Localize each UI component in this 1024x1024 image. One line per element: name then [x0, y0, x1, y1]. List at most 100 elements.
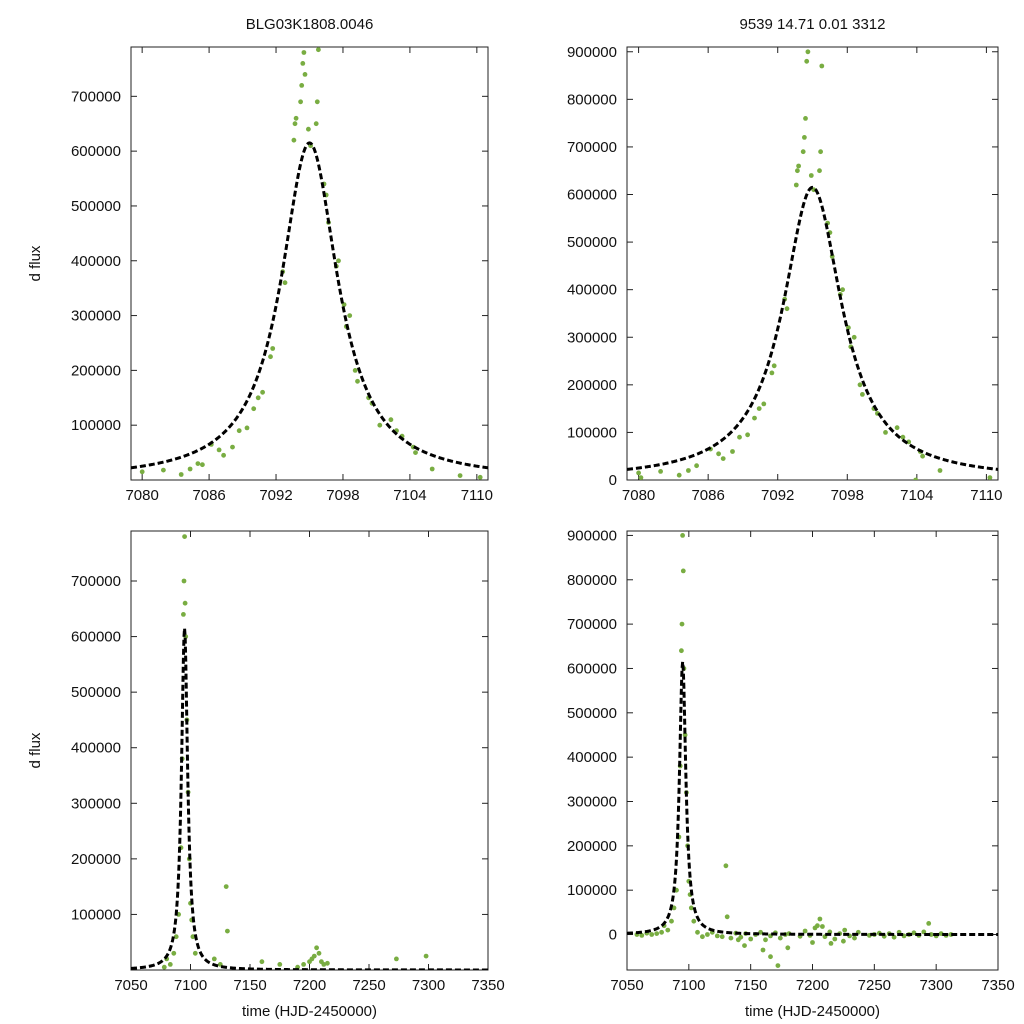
series-observations	[636, 49, 993, 480]
x-tick-label: 7100	[174, 977, 207, 994]
x-tick-label: 7300	[919, 977, 952, 994]
data-point	[477, 474, 483, 480]
data-point	[302, 72, 308, 77]
data-point	[846, 325, 851, 331]
data-point	[211, 956, 217, 962]
data-point	[255, 395, 261, 401]
data-point	[761, 401, 767, 407]
data-point	[723, 863, 729, 869]
series-observations	[634, 533, 954, 968]
data-point	[771, 363, 777, 369]
y-tick-label: 500000	[71, 684, 121, 701]
data-point	[388, 417, 394, 423]
data-point	[161, 964, 167, 970]
data-point	[700, 934, 705, 940]
y-tick-label: 400000	[567, 749, 617, 766]
data-point	[394, 956, 399, 962]
x-tick-label: 7092	[761, 487, 794, 504]
y-tick-label: 900000	[567, 527, 617, 544]
data-point	[301, 962, 306, 967]
data-point	[745, 432, 750, 438]
x-tick-label: 7150	[233, 977, 266, 994]
data-point	[900, 434, 906, 440]
data-point	[178, 472, 184, 477]
data-point	[680, 533, 685, 538]
x-tick-label: 7200	[293, 977, 326, 994]
data-point	[270, 346, 276, 351]
data-point	[293, 115, 299, 121]
plot-area	[627, 49, 998, 480]
data-point	[694, 463, 699, 469]
y-tick-label: 200000	[567, 377, 617, 394]
y-tick-label: 100000	[71, 417, 121, 434]
data-point	[679, 621, 685, 627]
y-tick-label: 600000	[567, 187, 617, 204]
data-point	[268, 354, 273, 360]
model-curve	[131, 141, 488, 470]
y-tick-label: 300000	[71, 795, 121, 812]
x-tick-label: 7098	[326, 487, 359, 504]
y-tick-label: 200000	[71, 851, 121, 868]
data-point	[926, 921, 932, 926]
data-point	[171, 950, 177, 956]
x-tick-label: 7110	[461, 487, 493, 504]
data-point	[840, 287, 845, 293]
data-point	[804, 58, 810, 64]
data-point	[891, 934, 897, 940]
data-point	[720, 456, 726, 461]
data-point	[457, 473, 463, 478]
data-point	[139, 469, 145, 475]
panel-bottom-left: 7050 7100 7150 7200 7250 7300 7350 100000 200000…	[27, 530, 505, 1020]
data-point	[691, 918, 697, 924]
y-tick-label: 0	[609, 472, 617, 489]
data-point	[300, 61, 306, 66]
data-point	[292, 121, 298, 127]
data-point	[192, 950, 198, 956]
y-tick-label: 400000	[71, 253, 121, 270]
data-point	[851, 334, 857, 340]
data-point	[313, 121, 319, 127]
x-tick-label: 7080	[622, 487, 655, 504]
data-point	[920, 453, 925, 459]
data-point	[654, 931, 660, 936]
data-point	[815, 923, 820, 929]
y-tick-label: 100000	[567, 424, 617, 441]
plot-frame	[130, 46, 489, 481]
y-tick-label: 800000	[567, 572, 617, 589]
data-point	[987, 475, 993, 480]
data-point	[719, 934, 725, 940]
plot-frame	[626, 46, 999, 481]
data-point	[735, 937, 741, 943]
x-tick-label: 7250	[858, 977, 891, 994]
data-point	[906, 439, 912, 445]
data-point	[225, 928, 230, 934]
data-point	[413, 450, 418, 455]
data-point	[760, 947, 766, 953]
x-tick-label: 7104	[393, 487, 426, 504]
data-point	[763, 937, 768, 943]
y-tick-label: 100000	[71, 906, 121, 923]
data-point	[695, 929, 700, 935]
data-point	[805, 49, 811, 55]
data-point	[832, 936, 838, 942]
data-point	[251, 406, 257, 412]
data-point	[810, 940, 815, 945]
y-tick-label: 500000	[71, 198, 121, 215]
model-curve	[627, 661, 998, 936]
x-tick-label: 7092	[259, 487, 292, 504]
x-tick-label: 7350	[981, 977, 1014, 994]
data-point	[768, 954, 773, 960]
plot-frame	[626, 530, 999, 971]
y-tick-label: 700000	[567, 616, 617, 633]
plot-title: 9539 14.71 0.01 3312	[740, 16, 886, 33]
plot-area	[627, 533, 998, 968]
x-tick-label: 7300	[412, 977, 445, 994]
data-point	[817, 916, 823, 922]
data-point	[316, 47, 321, 53]
y-axis-label: d flux	[27, 732, 44, 768]
data-point	[187, 466, 193, 472]
data-point	[230, 444, 235, 450]
y-tick-label: 600000	[71, 143, 121, 160]
data-point	[311, 953, 317, 959]
data-point	[321, 962, 327, 967]
